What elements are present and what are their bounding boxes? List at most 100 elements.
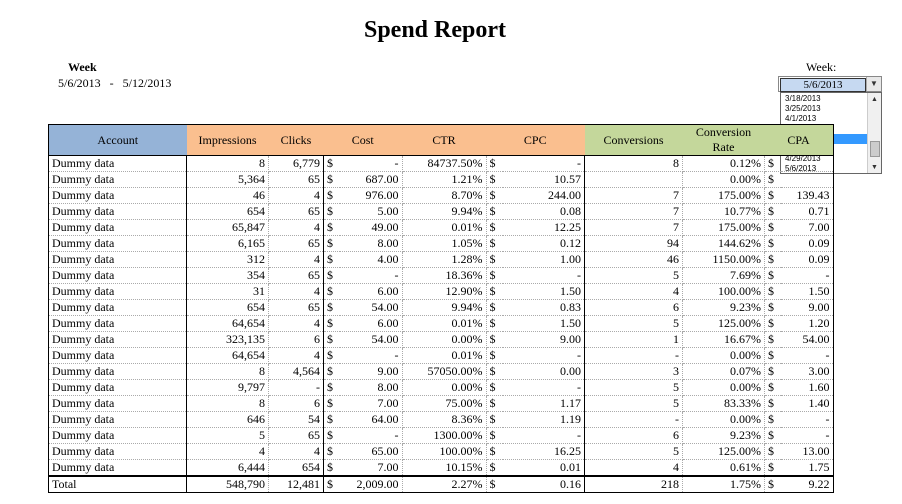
cell-conv-rate: 100.00% [682,283,765,300]
cell-cpc: 10.57 [502,171,585,188]
table-row: Dummy data 654 65 $54.00 9.94% $0.83 6 9.23% $9.… [48,299,834,316]
currency-symbol: $ [323,187,340,204]
cell-ctr: 9.94% [402,299,487,316]
scroll-down-icon[interactable]: ▼ [871,163,878,171]
cell-account: Dummy data [48,315,187,332]
currency-symbol: $ [764,427,781,444]
cell-conversions: 5 [584,443,683,460]
cell-cost: 65.00 [340,443,403,460]
table-row: Dummy data 9,797- $8.00 0.00% $ -5 0.00% $1.60 [48,379,834,396]
scroll-thumb[interactable] [870,141,880,157]
week-option[interactable]: 4/1/2013 [785,114,817,123]
currency-symbol: $ [764,251,781,268]
cell-impressions: 6,444 [186,459,269,477]
cell-conversions: 5 [584,379,683,396]
currency-symbol: $ [486,411,503,428]
cell-cost: 5.00 [340,203,403,220]
currency-symbol: $ [764,267,781,284]
table-row: Dummy data 654 65 $5.00 9.94% $0.08 7 10.77% $0.… [48,203,834,220]
cell-impressions: 46 [186,187,269,204]
cell-cost: 64.00 [340,411,403,428]
cell-cpc: 1.50 [502,283,585,300]
cell-cpa: 1.60 [781,379,834,396]
cell-conv-rate: 83.33% [682,395,765,412]
col-header-clicks: Clicks [268,124,324,156]
cell-cpa: 0.71 [781,203,834,220]
cell-conversions: 7 [584,203,683,220]
cell-cpc: 1.00 [502,251,585,268]
cell-ctr: 1300.00% [402,427,487,444]
currency-symbol: $ [323,379,340,396]
week-picker-value[interactable]: 5/6/2013 [780,78,866,92]
cell-conversions: 8 [584,155,683,172]
table-row: Dummy data 8 4,564 $9.00 57050.00% $0.00 3 0.07… [48,363,834,380]
cell-impressions: 4 [186,443,269,460]
cell-cpc: 0.12 [502,235,585,252]
week-end: 5/12/2013 [122,76,172,90]
cell-impressions: 64,654 [186,315,269,332]
cell-cpc: - [502,155,585,172]
cell-account: Dummy data [48,171,187,188]
currency-symbol: $ [486,203,503,220]
cell-conv-rate: 0.00% [682,171,765,188]
cell-impressions: 31 [186,283,269,300]
cell-cpa [781,155,834,172]
cell-account: Dummy data [48,283,187,300]
table-row: Dummy data 8 6 $7.00 75.00% $1.17 5 83.33% $1.40 [48,395,834,412]
cell-cpa: 139.43 [781,187,834,204]
currency-symbol: $ [323,459,340,477]
cell-cpa: 1.50 [781,283,834,300]
currency-symbol: $ [486,395,503,412]
table-row: Dummy data 354 65 $ -18.36% $ -5 7.69% $ - [48,267,834,284]
table-row: Dummy data 4 4 $65.00 100.00% $16.25 5 125.00% $… [48,443,834,460]
cell-clicks: 6 [268,395,324,412]
week-option[interactable]: 3/18/2013 [785,94,821,103]
cell-ctr: 18.36% [402,267,487,284]
cell-cpc: 1.50 [502,315,585,332]
cell-conv-rate: 0.61% [682,459,765,477]
col-header-ctr: CTR [402,124,486,156]
currency-symbol: $ [323,219,340,236]
cell-ctr: 2.27% [402,475,487,493]
cell-conv-rate: 175.00% [682,219,765,236]
currency-symbol: $ [486,299,503,316]
cell-cost: 2,009.00 [340,475,403,493]
cell-conv-rate: 9.23% [682,299,765,316]
table-row: Dummy data 5,364 65 $687.00 1.21% $10.57 0.00%… [48,171,834,188]
currency-symbol: $ [486,347,503,364]
chevron-down-icon[interactable]: ▼ [866,77,881,91]
cell-account: Dummy data [48,427,187,444]
cell-clicks: 65 [268,267,324,284]
currency-symbol: $ [486,155,503,172]
currency-symbol: $ [486,363,503,380]
dropdown-scrollbar[interactable]: ▲ ▼ [867,93,881,173]
week-picker[interactable]: 5/6/2013 ▼ [778,76,882,92]
cell-cpa: - [781,347,834,364]
cell-clicks: 4,564 [268,363,324,380]
cell-cpa: 1.75 [781,459,834,477]
cell-account: Dummy data [48,443,187,460]
cell-account: Dummy data [48,395,187,412]
currency-symbol: $ [486,331,503,348]
table-row: Dummy data 31 4 $6.00 12.90% $1.50 4 100.00% $1.… [48,283,834,300]
cell-cpc: 16.25 [502,443,585,460]
currency-symbol: $ [323,395,340,412]
currency-symbol: $ [764,363,781,380]
table-row: Dummy data 6,444 654 $7.00 10.15% $0.01 4 0.61%… [48,459,834,477]
scroll-up-icon[interactable]: ▲ [871,95,878,103]
table-row: Dummy data 8 6,779 $ -84737.50% $ -8 0.12% $ [48,155,834,172]
cell-cpc: - [502,427,585,444]
currency-symbol: $ [486,267,503,284]
currency-symbol: $ [323,363,340,380]
table-row: Dummy data 46 4 $976.00 8.70% $244.00 7 175.00%… [48,187,834,204]
cell-ctr: 1.28% [402,251,487,268]
currency-symbol: $ [486,459,503,477]
cell-cost: 7.00 [340,395,403,412]
cell-cpc: 9.00 [502,331,585,348]
cell-ctr: 1.05% [402,235,487,252]
currency-symbol: $ [323,427,340,444]
week-picker-label: Week: [806,60,837,74]
week-option[interactable]: 3/25/2013 [785,104,821,113]
cell-cpa [781,171,834,188]
cell-cpc: 1.17 [502,395,585,412]
